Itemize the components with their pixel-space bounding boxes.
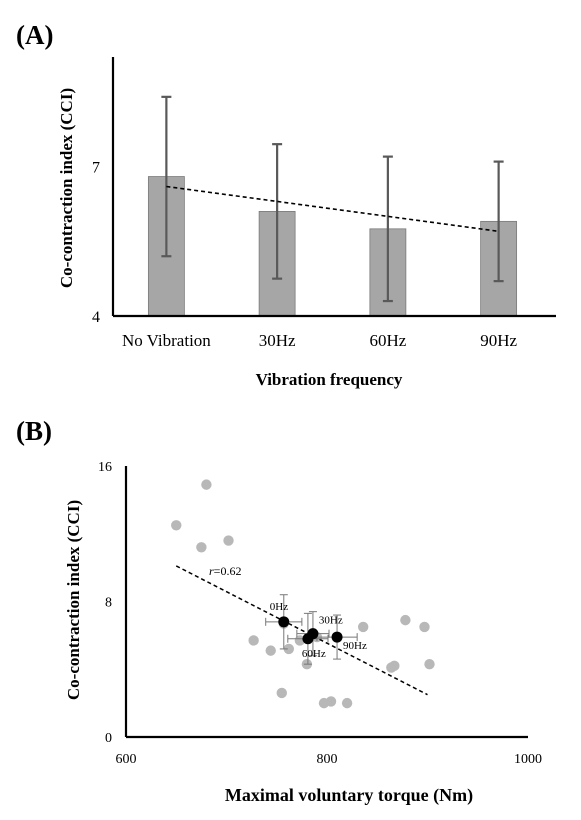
data-point [389, 660, 400, 672]
x-tick-labels: 600 800 1000 [116, 752, 543, 767]
data-point [171, 520, 182, 531]
group-mean-labels: 0Hz 30Hz 60Hz 90Hz [270, 601, 367, 660]
x-tick-label-2: 60Hz [369, 331, 406, 350]
y-axis-title: Co-contraction index (CCI) [57, 88, 76, 288]
group-mean-label-2: 60Hz [302, 648, 326, 660]
y-tick-labels: 0 8 16 [98, 460, 112, 746]
panel-b-label: (B) [16, 416, 52, 446]
y-tick-labels: 47 [92, 160, 100, 326]
x-tick-label-1: 800 [317, 752, 338, 767]
y-tick-label-1: 8 [105, 596, 112, 611]
correlation-label: r=0.62 [209, 564, 241, 578]
group-mean-point-2 [302, 633, 314, 645]
group-mean-point-3 [331, 631, 343, 643]
data-point [424, 658, 435, 670]
x-axis-title: Vibration frequency [256, 370, 403, 389]
group-mean-label-1: 30Hz [319, 615, 343, 627]
group-mean-label-3: 90Hz [343, 640, 367, 652]
x-tick-label-1: 30Hz [259, 331, 296, 350]
data-point [276, 687, 287, 699]
data-point [325, 696, 337, 707]
y-tick-label-1: 7 [92, 160, 100, 177]
panel-b: (B) 0Hz 30Hz 60Hz 90Hz r=0.62 0 8 16 600 800 10… [16, 416, 542, 806]
group-means [278, 616, 343, 645]
x-tick-label-0: No Vibration [122, 331, 211, 350]
y-tick-label-0: 0 [105, 731, 112, 746]
individual-points [171, 479, 435, 709]
data-point [201, 479, 212, 490]
y-tick-label-0: 4 [92, 309, 100, 326]
bars-group [147, 176, 518, 317]
y-tick-label-2: 16 [98, 460, 112, 475]
data-point [341, 697, 353, 709]
x-tick-label-3: 90Hz [480, 331, 517, 350]
data-point [357, 621, 369, 633]
x-axis-title: Maximal voluntary torque (Nm) [225, 785, 473, 806]
error-bars-group [161, 95, 504, 303]
data-point [419, 621, 430, 633]
data-point [196, 542, 207, 553]
data-point [294, 635, 306, 646]
trend-line [166, 185, 499, 233]
x-tick-label-0: 600 [116, 752, 137, 767]
group-mean-point-0 [278, 616, 290, 628]
group-mean-label-0: 0Hz [270, 601, 288, 613]
y-axis-title: Co-contraction index (CCI) [64, 500, 83, 700]
data-point [265, 645, 276, 656]
panel-a: (A) 47 No Vibration 30Hz 60Hz 90Hz Vibratio… [16, 20, 556, 389]
data-point [248, 635, 259, 646]
data-point [400, 614, 411, 626]
data-point [283, 643, 295, 655]
regression-line [175, 565, 428, 696]
x-tick-labels: No Vibration 30Hz 60Hz 90Hz [122, 331, 518, 350]
panel-a-label: (A) [16, 20, 53, 50]
data-point [223, 535, 234, 546]
x-tick-label-2: 1000 [514, 752, 542, 767]
